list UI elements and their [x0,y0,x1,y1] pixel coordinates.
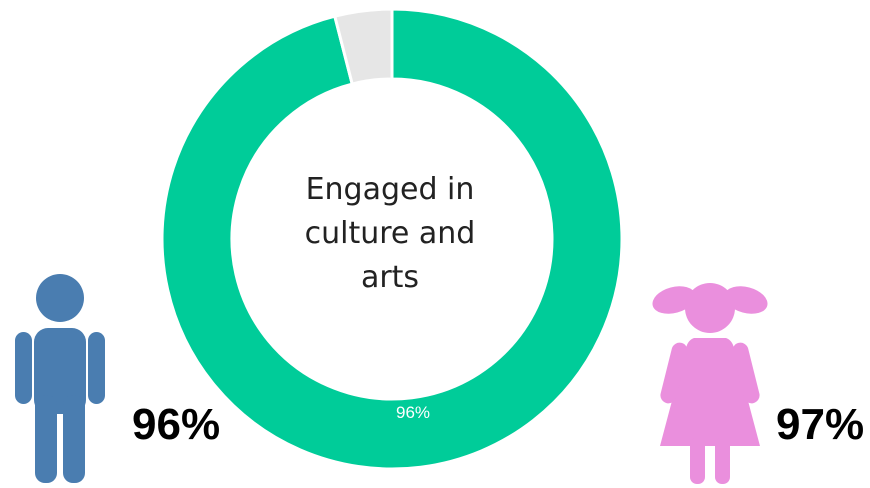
center-label: Engaged in culture and arts [290,168,490,300]
slice-engaged [160,7,624,471]
boys-percentage: 96% [132,400,221,449]
girls-percentage: 97% [776,400,865,449]
boy-icon [15,274,105,483]
center-label-line-1: Engaged in [305,172,475,207]
slice-label-engaged: 96% [396,403,430,422]
slice-remaining [332,7,394,86]
girl-icon [652,283,768,484]
center-label-line-3: arts [360,260,420,295]
center-label-line-2: culture and [304,216,476,251]
